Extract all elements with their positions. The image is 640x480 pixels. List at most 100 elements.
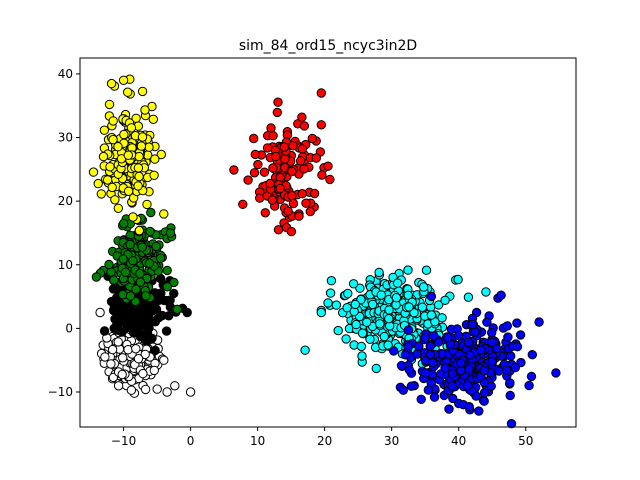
y-tick-label: 10 xyxy=(58,258,73,272)
data-point xyxy=(479,396,489,406)
series-3 xyxy=(88,74,169,236)
x-axis-ticks: −10 0 10 20 30 40 50 xyxy=(111,427,533,448)
data-point xyxy=(463,337,474,347)
data-point xyxy=(142,199,152,210)
data-point xyxy=(396,360,407,371)
data-point xyxy=(162,387,172,397)
data-point xyxy=(98,151,109,162)
data-point xyxy=(266,123,276,133)
data-point xyxy=(426,291,437,302)
data-point xyxy=(271,151,281,162)
data-point xyxy=(262,143,273,153)
data-point xyxy=(404,302,414,312)
data-point xyxy=(118,353,128,363)
data-point xyxy=(250,149,261,160)
data-point xyxy=(110,314,120,324)
data-point xyxy=(96,189,107,199)
data-point xyxy=(159,295,169,306)
series-4 xyxy=(229,88,335,237)
data-point xyxy=(259,167,270,177)
data-point xyxy=(426,310,437,320)
data-point xyxy=(165,228,176,238)
data-point xyxy=(170,381,180,391)
data-point xyxy=(356,341,367,352)
data-point xyxy=(132,317,142,327)
data-point xyxy=(249,133,259,144)
data-point xyxy=(238,199,248,210)
data-point xyxy=(429,331,439,341)
data-point xyxy=(149,365,160,376)
data-point xyxy=(389,346,399,356)
data-point xyxy=(325,174,335,185)
data-point xyxy=(140,314,151,325)
data-point xyxy=(494,366,504,376)
data-point xyxy=(172,304,182,314)
data-point xyxy=(110,195,120,205)
data-point xyxy=(287,191,297,201)
data-point xyxy=(161,326,172,336)
data-point xyxy=(273,225,284,235)
data-point xyxy=(119,218,129,229)
data-point xyxy=(133,181,143,191)
data-point xyxy=(299,164,309,174)
data-point xyxy=(505,378,515,388)
data-point xyxy=(295,156,306,166)
data-point xyxy=(104,259,114,270)
data-point xyxy=(272,107,282,118)
axes-frame xyxy=(79,57,577,428)
data-point xyxy=(104,99,115,110)
x-tick-label: 0 xyxy=(187,434,195,448)
data-point xyxy=(453,274,463,285)
y-tick-label: 0 xyxy=(65,321,73,335)
y-tick-label: 20 xyxy=(58,194,73,208)
series-6 xyxy=(389,290,561,429)
data-point xyxy=(307,133,317,144)
data-point xyxy=(437,313,447,323)
data-point xyxy=(409,308,419,318)
data-point xyxy=(150,299,160,310)
data-point xyxy=(135,268,145,279)
data-point xyxy=(456,358,466,368)
data-point xyxy=(551,368,561,378)
data-point xyxy=(371,363,381,374)
data-point xyxy=(309,188,320,199)
data-point xyxy=(416,394,426,404)
data-point xyxy=(496,290,506,300)
data-point xyxy=(131,284,141,294)
data-point xyxy=(534,317,544,327)
data-point xyxy=(140,105,150,115)
data-point xyxy=(268,131,278,141)
data-point xyxy=(464,364,474,374)
data-point xyxy=(482,317,492,327)
data-point xyxy=(487,337,497,347)
data-point xyxy=(280,154,290,164)
data-point xyxy=(116,306,126,316)
data-point xyxy=(113,142,123,152)
data-point xyxy=(423,385,433,395)
data-point xyxy=(159,355,169,365)
data-point xyxy=(124,311,135,321)
data-point xyxy=(375,319,385,329)
data-point xyxy=(267,195,277,205)
data-point xyxy=(357,328,368,338)
data-point xyxy=(447,369,458,379)
data-point xyxy=(185,387,196,397)
data-point xyxy=(120,267,131,277)
data-point xyxy=(99,326,110,336)
data-point xyxy=(403,265,413,275)
data-point xyxy=(142,328,153,339)
data-point xyxy=(169,277,179,288)
data-point xyxy=(100,352,110,362)
data-point xyxy=(117,327,127,337)
data-point xyxy=(474,406,484,416)
data-point xyxy=(133,354,144,364)
data-point xyxy=(243,175,253,185)
data-point xyxy=(467,319,477,330)
data-point xyxy=(316,307,326,318)
data-point xyxy=(343,288,353,299)
x-tick-label: −10 xyxy=(111,434,136,448)
data-point xyxy=(506,351,516,361)
data-point xyxy=(125,291,136,301)
data-point xyxy=(125,239,135,250)
